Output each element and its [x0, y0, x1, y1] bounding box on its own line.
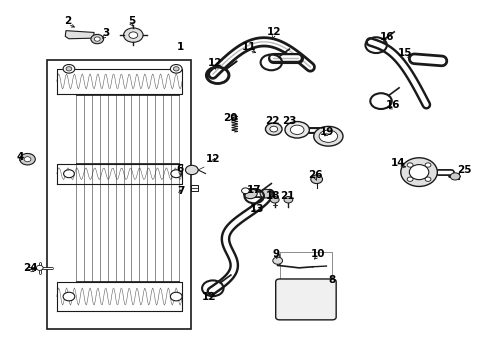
Circle shape: [170, 170, 181, 178]
Text: 8: 8: [328, 275, 335, 285]
Text: 7: 7: [177, 186, 184, 196]
Circle shape: [407, 163, 412, 167]
Text: 6: 6: [176, 164, 183, 174]
Circle shape: [170, 64, 182, 73]
Text: 3: 3: [102, 28, 109, 38]
Circle shape: [241, 188, 249, 194]
Circle shape: [173, 67, 179, 71]
Circle shape: [284, 197, 292, 203]
Ellipse shape: [290, 125, 304, 134]
Circle shape: [260, 189, 271, 198]
Circle shape: [129, 32, 138, 39]
Text: 12: 12: [205, 154, 220, 164]
Circle shape: [63, 64, 75, 73]
Circle shape: [123, 28, 143, 42]
Circle shape: [424, 163, 430, 167]
Circle shape: [91, 35, 103, 44]
Circle shape: [407, 177, 412, 181]
Text: 10: 10: [310, 248, 324, 258]
Text: 13: 13: [249, 204, 264, 215]
Text: 18: 18: [265, 191, 280, 201]
Ellipse shape: [319, 130, 337, 142]
Polygon shape: [65, 31, 94, 39]
Text: 26: 26: [307, 170, 322, 180]
Circle shape: [270, 197, 279, 203]
Text: 21: 21: [280, 191, 294, 201]
Circle shape: [63, 292, 75, 301]
Text: 17: 17: [246, 185, 261, 195]
Circle shape: [243, 189, 257, 199]
Text: 20: 20: [223, 113, 238, 123]
Text: 16: 16: [385, 100, 400, 110]
Circle shape: [310, 175, 322, 184]
Text: 12: 12: [202, 292, 216, 302]
Text: 12: 12: [266, 27, 281, 37]
Circle shape: [20, 153, 35, 165]
Text: 23: 23: [282, 116, 296, 126]
Ellipse shape: [313, 126, 342, 146]
Circle shape: [265, 123, 282, 135]
Circle shape: [24, 157, 31, 162]
Circle shape: [272, 257, 282, 264]
Ellipse shape: [408, 165, 428, 180]
Circle shape: [424, 177, 430, 181]
Text: 4: 4: [17, 152, 24, 162]
Circle shape: [170, 292, 182, 301]
Text: 16: 16: [379, 32, 393, 42]
Text: 2: 2: [64, 17, 71, 27]
FancyBboxPatch shape: [275, 279, 335, 320]
Text: 12: 12: [207, 58, 222, 68]
Circle shape: [94, 37, 100, 41]
Text: 1: 1: [176, 42, 183, 52]
Circle shape: [63, 170, 74, 178]
Text: 5: 5: [127, 17, 135, 27]
Text: 22: 22: [265, 116, 280, 126]
Circle shape: [449, 173, 459, 180]
Circle shape: [66, 67, 72, 71]
Circle shape: [36, 265, 43, 270]
Circle shape: [269, 126, 277, 132]
Text: 9: 9: [272, 248, 279, 258]
Ellipse shape: [400, 158, 436, 186]
Text: 15: 15: [397, 48, 412, 58]
Text: 19: 19: [320, 127, 334, 136]
Bar: [47, 60, 190, 329]
Text: 25: 25: [456, 165, 470, 175]
Ellipse shape: [285, 122, 309, 138]
Circle shape: [185, 165, 198, 175]
Text: 24: 24: [23, 263, 38, 273]
Text: 11: 11: [242, 42, 256, 52]
Text: 14: 14: [390, 158, 405, 168]
